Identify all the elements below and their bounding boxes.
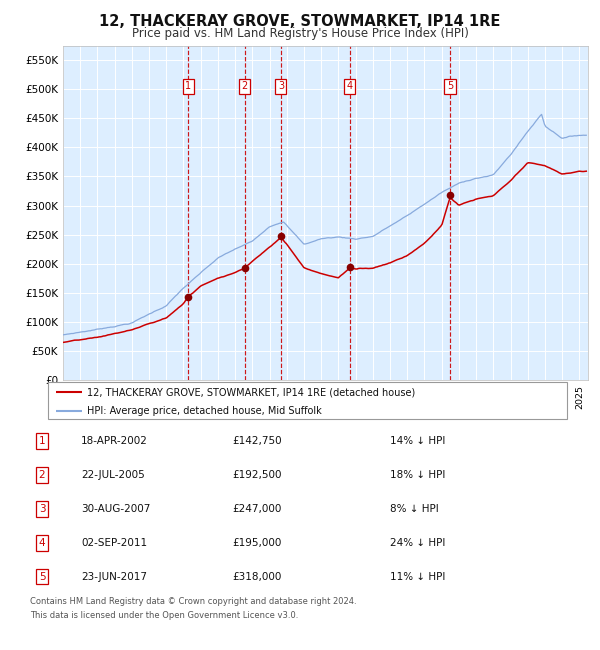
Text: 1: 1 bbox=[38, 436, 46, 447]
Text: 8% ↓ HPI: 8% ↓ HPI bbox=[390, 504, 439, 514]
Text: 5: 5 bbox=[447, 81, 453, 91]
Text: 22-JUL-2005: 22-JUL-2005 bbox=[81, 470, 145, 480]
Text: £318,000: £318,000 bbox=[233, 571, 282, 582]
Text: 02-SEP-2011: 02-SEP-2011 bbox=[81, 538, 147, 548]
Text: HPI: Average price, detached house, Mid Suffolk: HPI: Average price, detached house, Mid … bbox=[87, 406, 322, 416]
Text: 5: 5 bbox=[38, 571, 46, 582]
FancyBboxPatch shape bbox=[48, 382, 567, 419]
Text: 2: 2 bbox=[241, 81, 248, 91]
Text: 11% ↓ HPI: 11% ↓ HPI bbox=[390, 571, 445, 582]
Text: 4: 4 bbox=[38, 538, 46, 548]
Text: 23-JUN-2017: 23-JUN-2017 bbox=[81, 571, 147, 582]
Text: £195,000: £195,000 bbox=[233, 538, 282, 548]
Text: 12, THACKERAY GROVE, STOWMARKET, IP14 1RE: 12, THACKERAY GROVE, STOWMARKET, IP14 1R… bbox=[100, 14, 500, 29]
Text: Price paid vs. HM Land Registry's House Price Index (HPI): Price paid vs. HM Land Registry's House … bbox=[131, 27, 469, 40]
Text: 2: 2 bbox=[38, 470, 46, 480]
Text: 12, THACKERAY GROVE, STOWMARKET, IP14 1RE (detached house): 12, THACKERAY GROVE, STOWMARKET, IP14 1R… bbox=[87, 387, 415, 397]
Text: £192,500: £192,500 bbox=[233, 470, 282, 480]
Text: This data is licensed under the Open Government Licence v3.0.: This data is licensed under the Open Gov… bbox=[30, 611, 298, 620]
Text: 3: 3 bbox=[278, 81, 284, 91]
Text: 14% ↓ HPI: 14% ↓ HPI bbox=[390, 436, 445, 447]
Text: 1: 1 bbox=[185, 81, 191, 91]
Text: £247,000: £247,000 bbox=[233, 504, 282, 514]
Text: £142,750: £142,750 bbox=[232, 436, 282, 447]
Text: 18% ↓ HPI: 18% ↓ HPI bbox=[390, 470, 445, 480]
Text: 30-AUG-2007: 30-AUG-2007 bbox=[81, 504, 151, 514]
Text: 24% ↓ HPI: 24% ↓ HPI bbox=[390, 538, 445, 548]
Text: 4: 4 bbox=[347, 81, 353, 91]
Text: 18-APR-2002: 18-APR-2002 bbox=[81, 436, 148, 447]
Text: 3: 3 bbox=[38, 504, 46, 514]
Text: Contains HM Land Registry data © Crown copyright and database right 2024.: Contains HM Land Registry data © Crown c… bbox=[30, 597, 356, 606]
